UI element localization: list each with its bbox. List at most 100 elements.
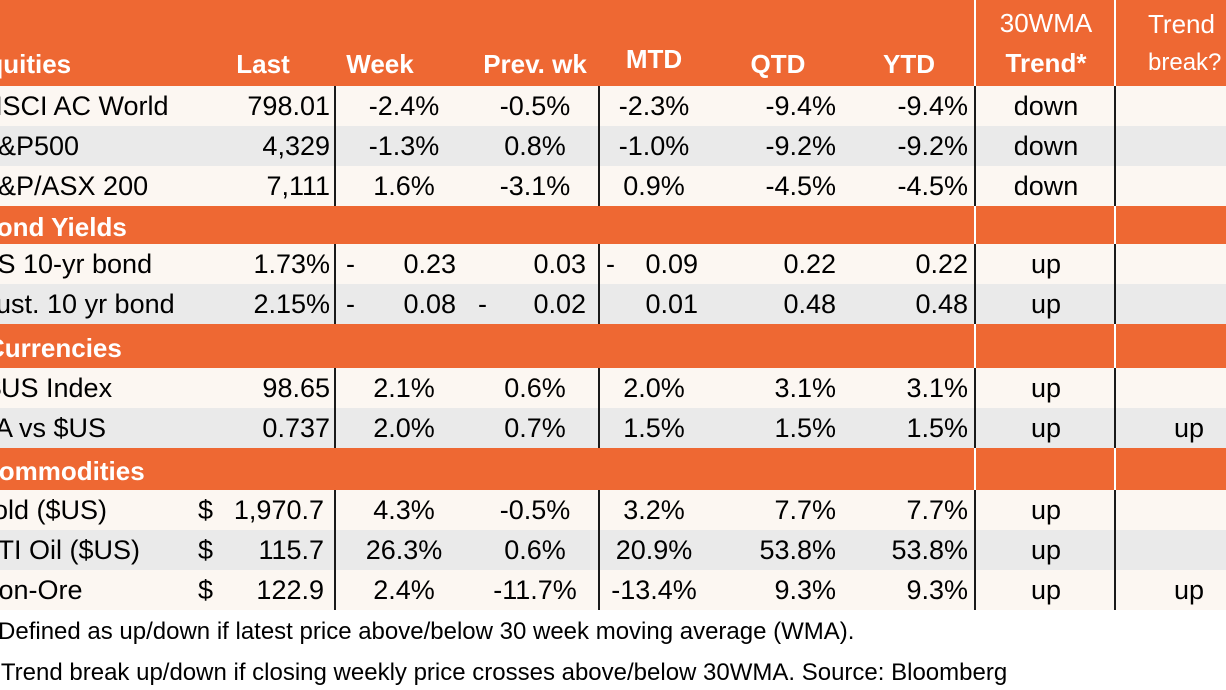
row-trend: up [1030, 288, 1062, 319]
row-qtd: 53.8% [759, 534, 836, 565]
row-mtd: 3.2% [623, 494, 685, 525]
header-ytd: YTD [883, 49, 935, 79]
header-equities: Equities [0, 49, 72, 79]
table-row: S&P500 4,329 -1.3% 0.8% -1.0% -9.2% -9.2… [0, 126, 1226, 166]
row-week: 0.08 [403, 288, 456, 319]
row-name: WTI Oil ($US) [0, 534, 140, 565]
section-header-commodities: Commodities [0, 448, 1226, 490]
column-divider [974, 86, 976, 206]
table-row: MSCI AC World 798.01 -2.4% -0.5% -2.3% -… [0, 86, 1226, 126]
row-name: US 10-yr bond [0, 248, 153, 279]
header-prev-wk: Prev. wk [483, 49, 587, 79]
row-mtd: 2.0% [623, 372, 685, 403]
row-currency: $ [198, 494, 214, 525]
section-divider [974, 448, 976, 490]
column-divider [598, 490, 600, 610]
row-mtd: 0.09 [645, 248, 698, 279]
row-prev-wk: 0.6% [504, 534, 566, 565]
row-trend: down [1013, 170, 1079, 201]
row-week: 2.4% [373, 574, 435, 605]
row-name: S&P500 [0, 130, 80, 161]
section-divider [974, 324, 976, 368]
row-trend: up [1030, 412, 1062, 443]
row-trend-break [1130, 86, 1226, 126]
row-qtd: -9.4% [765, 90, 836, 121]
row-mtd-sign: - [606, 248, 615, 279]
column-divider [974, 490, 976, 610]
row-name: S&P/ASX 200 [0, 170, 149, 201]
row-prev-wk: 0.03 [533, 248, 586, 279]
section-divider [974, 206, 976, 244]
row-currency: $ [198, 534, 214, 565]
row-name: $A vs $US [0, 412, 107, 443]
row-mtd: 20.9% [615, 534, 693, 565]
footnote-wma-definition: * Defined as up/down if latest price abo… [0, 618, 855, 645]
header-divider [974, 0, 976, 86]
header-trend-break-line2: break? [1148, 49, 1222, 76]
header-qtd: QTD [750, 49, 806, 79]
row-trend: down [1013, 90, 1079, 121]
row-prev-wk: 0.8% [504, 130, 566, 161]
table-row: Iron-Ore $ 122.9 2.4% -11.7% -13.4% 9.3%… [0, 570, 1226, 610]
column-divider [974, 244, 976, 324]
row-ytd: 9.3% [906, 574, 968, 605]
column-divider [974, 368, 976, 448]
row-trend: up [1030, 372, 1062, 403]
row-trend-break [1130, 284, 1226, 324]
row-trend: up [1030, 248, 1062, 279]
section-divider [1114, 448, 1116, 490]
row-last: 1.73% [253, 248, 330, 279]
row-mtd: -1.0% [618, 130, 690, 161]
row-qtd: 1.5% [774, 412, 836, 443]
row-qtd: 9.3% [774, 574, 836, 605]
row-last: 2.15% [253, 288, 330, 319]
row-last: 0.737 [262, 412, 330, 443]
row-mtd: -13.4% [611, 574, 697, 605]
row-ytd: 0.48 [915, 288, 968, 319]
header-30wma-line2: Trend* [1005, 48, 1087, 78]
table-row: $US Index 98.65 2.1% 0.6% 2.0% 3.1% 3.1%… [0, 368, 1226, 408]
header-mtd: MTD [625, 44, 683, 74]
column-divider [598, 368, 600, 448]
row-week: 0.23 [403, 248, 456, 279]
header-trend-break-line1: Trend [1148, 9, 1215, 39]
row-week: 4.3% [373, 494, 435, 525]
row-prev-wk: -0.5% [499, 90, 571, 121]
row-trend: up [1030, 574, 1062, 605]
column-divider [1114, 368, 1116, 448]
column-divider [334, 368, 336, 448]
row-prev-wk: -0.5% [499, 494, 571, 525]
section-divider [1114, 324, 1116, 368]
column-divider [1114, 490, 1116, 610]
row-trend-break [1130, 490, 1226, 530]
row-prev-wk: -3.1% [499, 170, 571, 201]
row-trend-break [1130, 166, 1226, 206]
row-last: 115.7 [258, 534, 324, 565]
header-week: Week [346, 49, 414, 79]
column-divider [334, 490, 336, 610]
row-trend-break [1130, 244, 1226, 284]
header-last: Last [236, 49, 290, 79]
row-qtd: 3.1% [774, 372, 836, 403]
row-ytd: 1.5% [906, 412, 968, 443]
row-mtd: 1.5% [623, 412, 685, 443]
row-prev-wk: 0.6% [504, 372, 566, 403]
row-week: -1.3% [368, 130, 440, 161]
row-qtd: 7.7% [774, 494, 836, 525]
section-label: Commodities [0, 456, 145, 486]
row-last: 7,111 [266, 170, 330, 201]
column-divider [1114, 244, 1116, 324]
row-prev-wk: -11.7% [493, 574, 577, 605]
section-header-currencies: Currencies [0, 324, 1226, 368]
row-mtd: -2.3% [618, 90, 690, 121]
row-week-sign: - [346, 288, 355, 319]
row-qtd: -9.2% [765, 130, 836, 161]
row-week: 2.0% [373, 412, 435, 443]
row-ytd: 7.7% [906, 494, 968, 525]
row-ytd: 0.22 [915, 248, 968, 279]
row-week: 2.1% [373, 372, 435, 403]
column-divider [1114, 86, 1116, 206]
row-mtd: 0.01 [645, 288, 698, 319]
row-trend: down [1013, 130, 1079, 161]
section-label: Currencies [0, 333, 122, 363]
